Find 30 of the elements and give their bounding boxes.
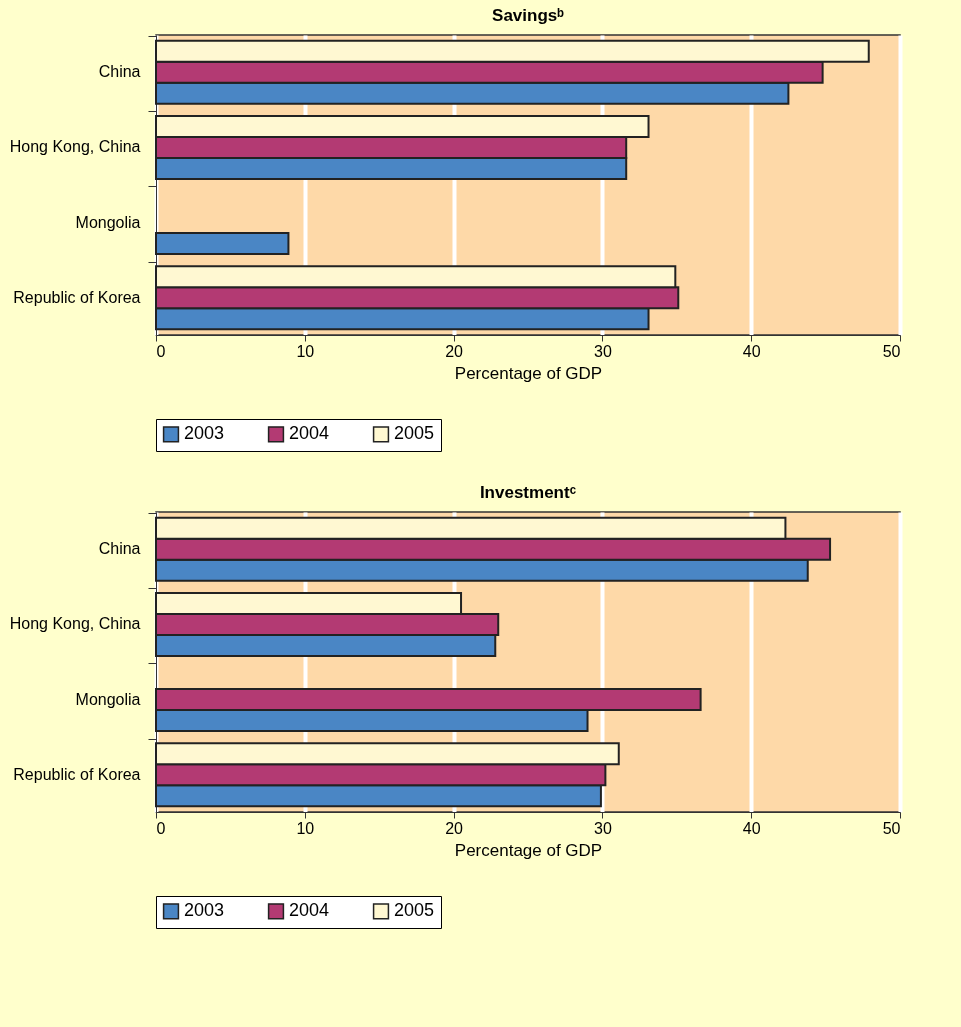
y-tick-label: China: [98, 540, 141, 558]
y-tick-label: Mongolia: [75, 690, 141, 708]
x-tick-label: 50: [882, 342, 901, 360]
chart-title: Savingsᵇ: [492, 6, 565, 25]
x-tick-label: 50: [882, 819, 901, 837]
x-tick-label: 40: [742, 342, 761, 360]
legend-label: 2004: [289, 900, 330, 921]
x-tick-label: 20: [445, 819, 464, 837]
x-tick-label: 0: [156, 819, 166, 837]
legend-label: 2004: [289, 423, 330, 444]
x-tick-label: 20: [445, 342, 464, 360]
y-tick-label: Mongolia: [75, 213, 141, 231]
x-tick-label: 30: [594, 342, 612, 360]
legend-label: 2003: [184, 900, 225, 921]
x-tick-label: 40: [742, 819, 761, 837]
x-tick-label: 0: [156, 342, 166, 360]
y-tick-label: Republic of Korea: [13, 288, 141, 306]
chart-title: Investmentᶜ: [479, 483, 577, 502]
y-tick-label: Republic of Korea: [13, 765, 141, 783]
legend-label: 2003: [184, 423, 225, 444]
x-tick-label: 30: [594, 819, 612, 837]
legend-label: 2005: [394, 900, 435, 921]
legend-label: 2005: [394, 423, 435, 444]
y-tick-label: Hong Kong, China: [9, 138, 141, 156]
x-tick-label: 10: [296, 342, 315, 360]
y-tick-label: Hong Kong, China: [9, 615, 141, 633]
y-tick-label: China: [98, 63, 141, 81]
x-axis-title: Percentage of GDP: [454, 363, 603, 383]
x-axis-title: Percentage of GDP: [454, 840, 603, 860]
x-tick-label: 10: [296, 819, 315, 837]
